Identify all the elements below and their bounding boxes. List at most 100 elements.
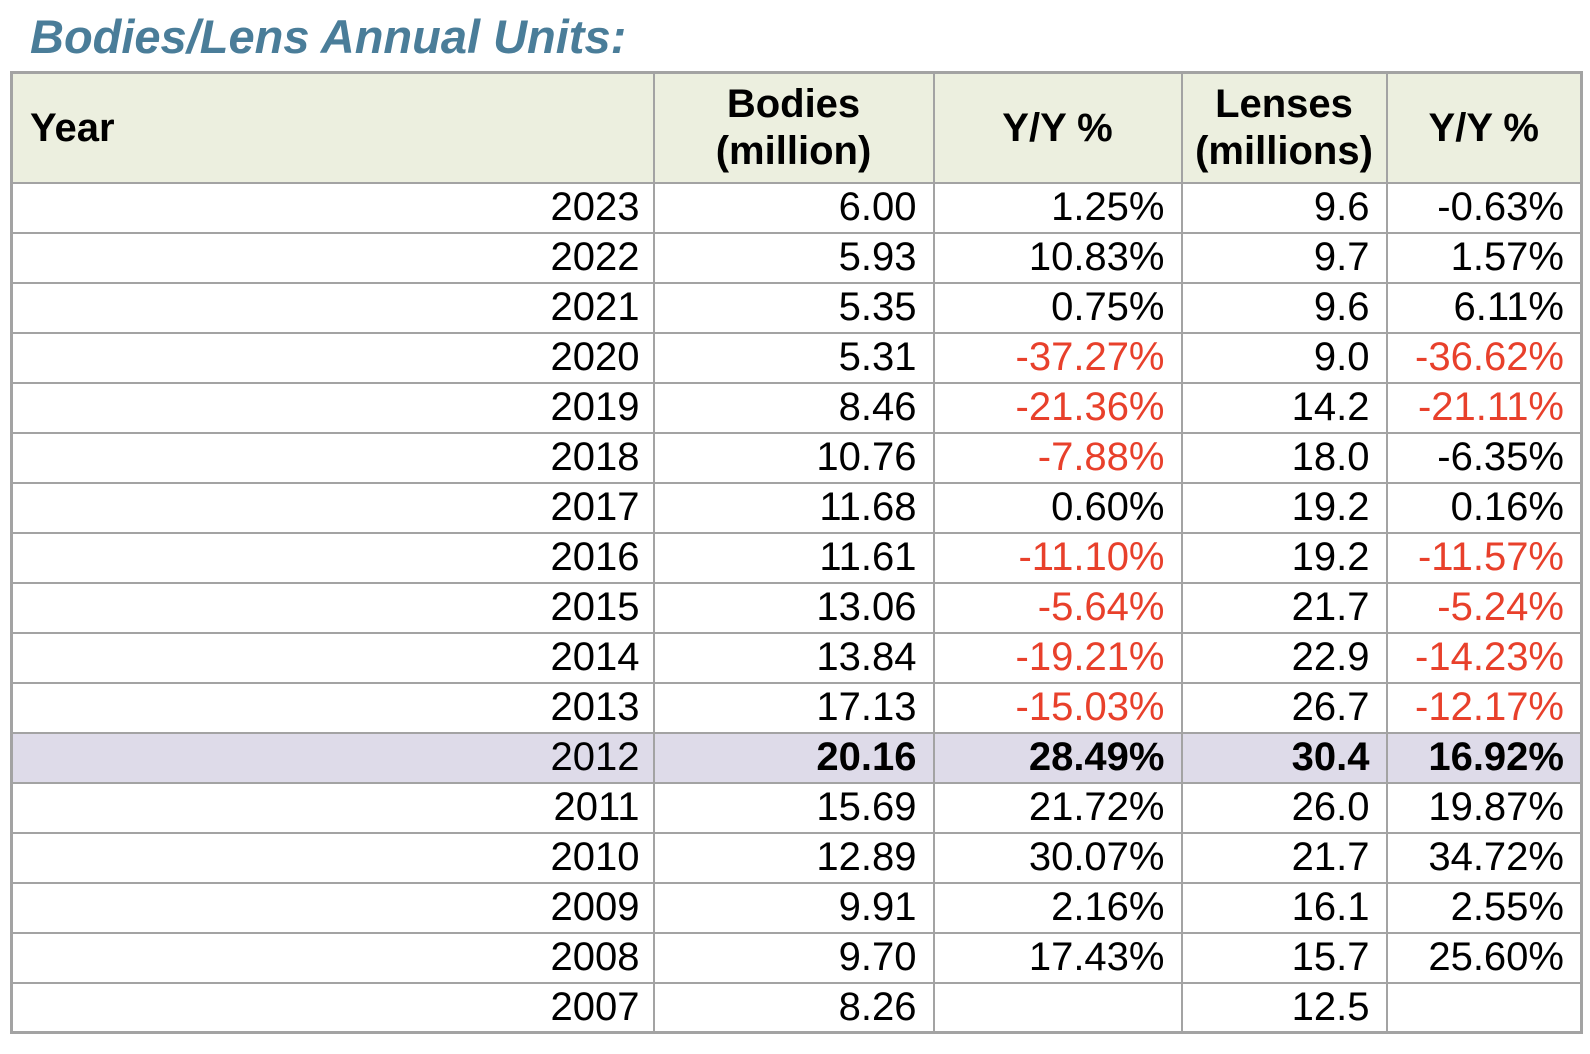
cell-year: 2013 xyxy=(10,681,655,734)
cell-bodies: 15.69 xyxy=(652,781,935,834)
header-lenses-millions: Lenses (millions) xyxy=(1180,71,1388,184)
annual-units-table: Year Bodies (million) Y/Y % Lenses (mill… xyxy=(10,71,1583,1035)
cell-year: 2009 xyxy=(10,881,655,934)
cell-lenses-yoy: 0.16% xyxy=(1385,481,1583,534)
cell-bodies-yoy: -7.88% xyxy=(932,431,1183,484)
cell-bodies-yoy: 17.43% xyxy=(932,931,1183,984)
cell-bodies-yoy xyxy=(932,981,1183,1034)
cell-bodies-yoy: -15.03% xyxy=(932,681,1183,734)
cell-lenses-yoy: -5.24% xyxy=(1385,581,1583,634)
cell-lenses-yoy: 16.92% xyxy=(1385,731,1583,784)
cell-lenses-yoy: -0.63% xyxy=(1385,181,1583,234)
cell-year: 2017 xyxy=(10,481,655,534)
cell-bodies-yoy: -19.21% xyxy=(932,631,1183,684)
cell-year: 2016 xyxy=(10,531,655,584)
cell-lenses: 12.5 xyxy=(1180,981,1388,1034)
cell-bodies: 6.00 xyxy=(652,181,935,234)
table-row: 2016 11.61 -11.10% 19.2 -11.57% xyxy=(10,531,1583,584)
cell-bodies: 10.76 xyxy=(652,431,935,484)
cell-lenses: 19.2 xyxy=(1180,531,1388,584)
cell-bodies-yoy: 28.49% xyxy=(932,731,1183,784)
header-bodies-yoy-label: Y/Y % xyxy=(1002,105,1113,150)
cell-year: 2012 xyxy=(10,731,655,784)
cell-lenses-yoy: -21.11% xyxy=(1385,381,1583,434)
cell-lenses-yoy: -14.23% xyxy=(1385,631,1583,684)
cell-lenses-yoy: -11.57% xyxy=(1385,531,1583,584)
cell-lenses-yoy: 6.11% xyxy=(1385,281,1583,334)
cell-bodies-yoy: -37.27% xyxy=(932,331,1183,384)
table-body: 2023 6.00 1.25% 9.6 -0.63% 2022 5.93 10.… xyxy=(10,181,1583,1034)
cell-year: 2008 xyxy=(10,931,655,984)
cell-lenses-yoy: -6.35% xyxy=(1385,431,1583,484)
cell-year: 2023 xyxy=(10,181,655,234)
header-bodies-line2: (million) xyxy=(715,129,872,174)
cell-lenses-yoy: 25.60% xyxy=(1385,931,1583,984)
cell-bodies: 13.06 xyxy=(652,581,935,634)
cell-bodies: 9.91 xyxy=(652,881,935,934)
cell-year: 2018 xyxy=(10,431,655,484)
cell-lenses: 26.0 xyxy=(1180,781,1388,834)
cell-bodies: 11.68 xyxy=(652,481,935,534)
cell-lenses: 26.7 xyxy=(1180,681,1388,734)
header-year-label: Year xyxy=(30,105,115,150)
cell-bodies: 5.31 xyxy=(652,331,935,384)
table-row: 2011 15.69 21.72% 26.0 19.87% xyxy=(10,781,1583,834)
cell-year: 2010 xyxy=(10,831,655,884)
header-bodies-million: Bodies (million) xyxy=(652,71,935,184)
cell-bodies: 20.16 xyxy=(652,731,935,784)
cell-bodies-yoy: 21.72% xyxy=(932,781,1183,834)
cell-lenses: 9.6 xyxy=(1180,281,1388,334)
cell-year: 2014 xyxy=(10,631,655,684)
header-bodies-yoy: Y/Y % xyxy=(932,71,1183,184)
table-row: 2014 13.84 -19.21% 22.9 -14.23% xyxy=(10,631,1583,684)
cell-year: 2007 xyxy=(10,981,655,1034)
table-row: 2020 5.31 -37.27% 9.0 -36.62% xyxy=(10,331,1583,384)
cell-lenses-yoy: 2.55% xyxy=(1385,881,1583,934)
cell-bodies: 13.84 xyxy=(652,631,935,684)
cell-bodies: 9.70 xyxy=(652,931,935,984)
cell-lenses-yoy xyxy=(1385,981,1583,1034)
cell-year: 2022 xyxy=(10,231,655,284)
cell-lenses: 21.7 xyxy=(1180,831,1388,884)
cell-bodies-yoy: -21.36% xyxy=(932,381,1183,434)
cell-year: 2021 xyxy=(10,281,655,334)
cell-lenses-yoy: -12.17% xyxy=(1385,681,1583,734)
cell-bodies: 5.93 xyxy=(652,231,935,284)
cell-bodies-yoy: 0.75% xyxy=(932,281,1183,334)
cell-lenses: 14.2 xyxy=(1180,381,1388,434)
header-row: Year Bodies (million) Y/Y % Lenses (mill… xyxy=(10,71,1583,184)
cell-year: 2015 xyxy=(10,581,655,634)
table-row: 2015 13.06 -5.64% 21.7 -5.24% xyxy=(10,581,1583,634)
table-row: 2013 17.13 -15.03% 26.7 -12.17% xyxy=(10,681,1583,734)
header-bodies-line1: Bodies xyxy=(726,81,861,126)
cell-bodies: 8.26 xyxy=(652,981,935,1034)
cell-lenses: 15.7 xyxy=(1180,931,1388,984)
cell-lenses: 9.6 xyxy=(1180,181,1388,234)
cell-bodies: 12.89 xyxy=(652,831,935,884)
cell-lenses-yoy: 19.87% xyxy=(1385,781,1583,834)
table-row: 2018 10.76 -7.88% 18.0 -6.35% xyxy=(10,431,1583,484)
cell-bodies: 11.61 xyxy=(652,531,935,584)
cell-bodies-yoy: 30.07% xyxy=(932,831,1183,884)
cell-bodies: 8.46 xyxy=(652,381,935,434)
cell-bodies: 17.13 xyxy=(652,681,935,734)
cell-lenses: 16.1 xyxy=(1180,881,1388,934)
table-row: 2019 8.46 -21.36% 14.2 -21.11% xyxy=(10,381,1583,434)
table-row: 2022 5.93 10.83% 9.7 1.57% xyxy=(10,231,1583,284)
cell-lenses-yoy: 34.72% xyxy=(1385,831,1583,884)
cell-bodies-yoy: 1.25% xyxy=(932,181,1183,234)
table-row: 2021 5.35 0.75% 9.6 6.11% xyxy=(10,281,1583,334)
cell-lenses: 9.7 xyxy=(1180,231,1388,284)
cell-bodies-yoy: -11.10% xyxy=(932,531,1183,584)
cell-bodies-yoy: 2.16% xyxy=(932,881,1183,934)
cell-lenses: 19.2 xyxy=(1180,481,1388,534)
cell-lenses: 30.4 xyxy=(1180,731,1388,784)
page-title: Bodies/Lens Annual Units: xyxy=(30,10,627,63)
header-lenses-yoy-label: Y/Y % xyxy=(1428,105,1539,150)
table-row: 2023 6.00 1.25% 9.6 -0.63% xyxy=(10,181,1583,234)
cell-bodies-yoy: 0.60% xyxy=(932,481,1183,534)
table-row: 2008 9.70 17.43% 15.7 25.60% xyxy=(10,931,1583,984)
cell-bodies-yoy: -5.64% xyxy=(932,581,1183,634)
header-year: Year xyxy=(10,71,655,184)
